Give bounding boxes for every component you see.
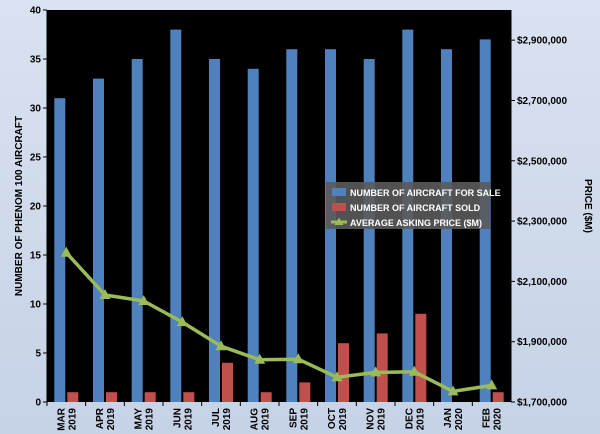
bar-sold [183, 392, 195, 402]
y-tick-label: 30 [30, 104, 42, 115]
x-tick-year: 2019 [299, 408, 310, 431]
y-tick-label: 25 [30, 153, 42, 164]
price-marker [60, 246, 72, 257]
y-tick-label: 5 [35, 349, 41, 360]
bar-sold [144, 392, 156, 402]
price-marker [138, 295, 150, 305]
x-tick-month: SEP [288, 408, 299, 428]
y2-tick-label: $2,300,000 [517, 217, 567, 228]
bar-for-sale [93, 78, 104, 402]
legend-label-price: AVERAGE ASKING PRICE ($M) [350, 218, 482, 228]
x-tick-label: AUG 2019 [250, 408, 272, 431]
bar-sold [222, 362, 233, 402]
price-marker [408, 365, 420, 376]
bar-sold [338, 343, 349, 402]
x-tick-year: 2019 [222, 408, 233, 431]
price-marker [99, 289, 111, 299]
x-tick-label: SEP 2019 [288, 408, 310, 431]
price-marker [292, 353, 304, 364]
legend-label-for-sale: NUMBER OF AIRCRAFT FOR SALE [350, 188, 501, 198]
bar-sold [260, 392, 272, 402]
y2-tick-label: $2,500,000 [517, 156, 567, 167]
y2-tick-label: $2,100,000 [517, 277, 567, 288]
bar-for-sale [170, 29, 182, 402]
x-tick-month: AUG [250, 408, 261, 430]
x-tick-month: MAR [56, 407, 67, 431]
x-tick-year: 2019 [261, 408, 272, 431]
x-tick-label: DEC 2019 [404, 408, 426, 431]
x-tick-label: JAN 2020 [443, 408, 465, 431]
bar-for-sale [209, 59, 220, 402]
x-tick-label: APR 2019 [95, 407, 117, 430]
y2-tick-label: $2,700,000 [517, 96, 567, 107]
price-marker [370, 366, 382, 377]
y-tick-label: 35 [30, 55, 42, 66]
x-tick-label: OCT 2019 [327, 408, 349, 431]
x-tick-label: MAY 2019 [134, 408, 156, 431]
y2-tick-label: $2,900,000 [517, 36, 567, 47]
x-tick-month: JUL [211, 408, 222, 427]
x-tick-label: MAR 2019 [56, 407, 78, 431]
y-tick-label: 15 [30, 251, 42, 262]
x-tick-year: 2019 [377, 408, 388, 431]
y-tick-label: 40 [30, 6, 42, 17]
bar-for-sale [286, 49, 298, 402]
price-marker [486, 379, 498, 390]
x-tick-month: DEC [404, 408, 415, 429]
x-tick-label: FEB 2020 [482, 408, 504, 431]
price-marker [215, 340, 227, 351]
x-tick-month: MAY [134, 408, 145, 430]
legend-swatch-for-sale [332, 188, 346, 196]
y2-axis-title: PRICE ($M) [582, 179, 593, 233]
x-tick-year: 2020 [454, 408, 465, 431]
legend-swatch-price-marker [334, 217, 344, 225]
y2-tick-label: $1,700,000 [517, 398, 567, 409]
price-marker [331, 371, 343, 382]
bar-for-sale [247, 68, 259, 403]
x-tick-month: APR [95, 407, 106, 429]
bar-for-sale [54, 98, 66, 402]
x-tick-year: 2019 [145, 408, 156, 431]
legend-swatch-sold [332, 203, 346, 211]
y-tick-label: 20 [30, 202, 42, 213]
legend-box [326, 182, 490, 229]
x-tick-year: 2019 [183, 408, 194, 431]
price-marker [447, 385, 459, 396]
bar-sold [376, 333, 388, 402]
x-tick-year: 2019 [415, 408, 426, 431]
price-line [65, 251, 492, 394]
x-tick-label: NOV 2019 [366, 408, 388, 431]
x-tick-month: NOV [366, 408, 377, 430]
legend-label-sold: NUMBER OF AIRCRAFT SOLD [350, 203, 481, 213]
x-tick-month: OCT [327, 408, 338, 429]
x-tick-year: 2019 [106, 408, 117, 431]
bar-sold [299, 382, 311, 402]
bar-sold [106, 392, 117, 402]
x-tick-year: 2019 [338, 408, 349, 431]
x-tick-year: 2020 [493, 408, 504, 431]
bar-sold [492, 392, 504, 402]
bar-sold [415, 313, 427, 402]
legend: NUMBER OF AIRCRAFT FOR SALE NUMBER OF AI… [326, 182, 501, 229]
x-tick-label: JUN 2019 [172, 408, 194, 431]
x-tick-month: JAN [443, 408, 454, 428]
x-tick-month: JUN [172, 408, 183, 428]
bar-sold [67, 392, 79, 402]
y-axis-title: NUMBER OF PHENOM 100 AIRCRAFT [14, 116, 25, 296]
bar-for-sale [363, 59, 375, 402]
x-tick-label: JUL 2019 [211, 408, 233, 431]
y-tick-label: 0 [35, 398, 41, 409]
x-tick-year: 2019 [67, 408, 78, 431]
price-marker [176, 316, 188, 327]
x-tick-month: FEB [482, 408, 493, 428]
y2-tick-label: $1,900,000 [517, 337, 567, 348]
price-marker [254, 353, 266, 364]
bar-for-sale [131, 59, 143, 402]
y-tick-label: 10 [30, 300, 42, 311]
